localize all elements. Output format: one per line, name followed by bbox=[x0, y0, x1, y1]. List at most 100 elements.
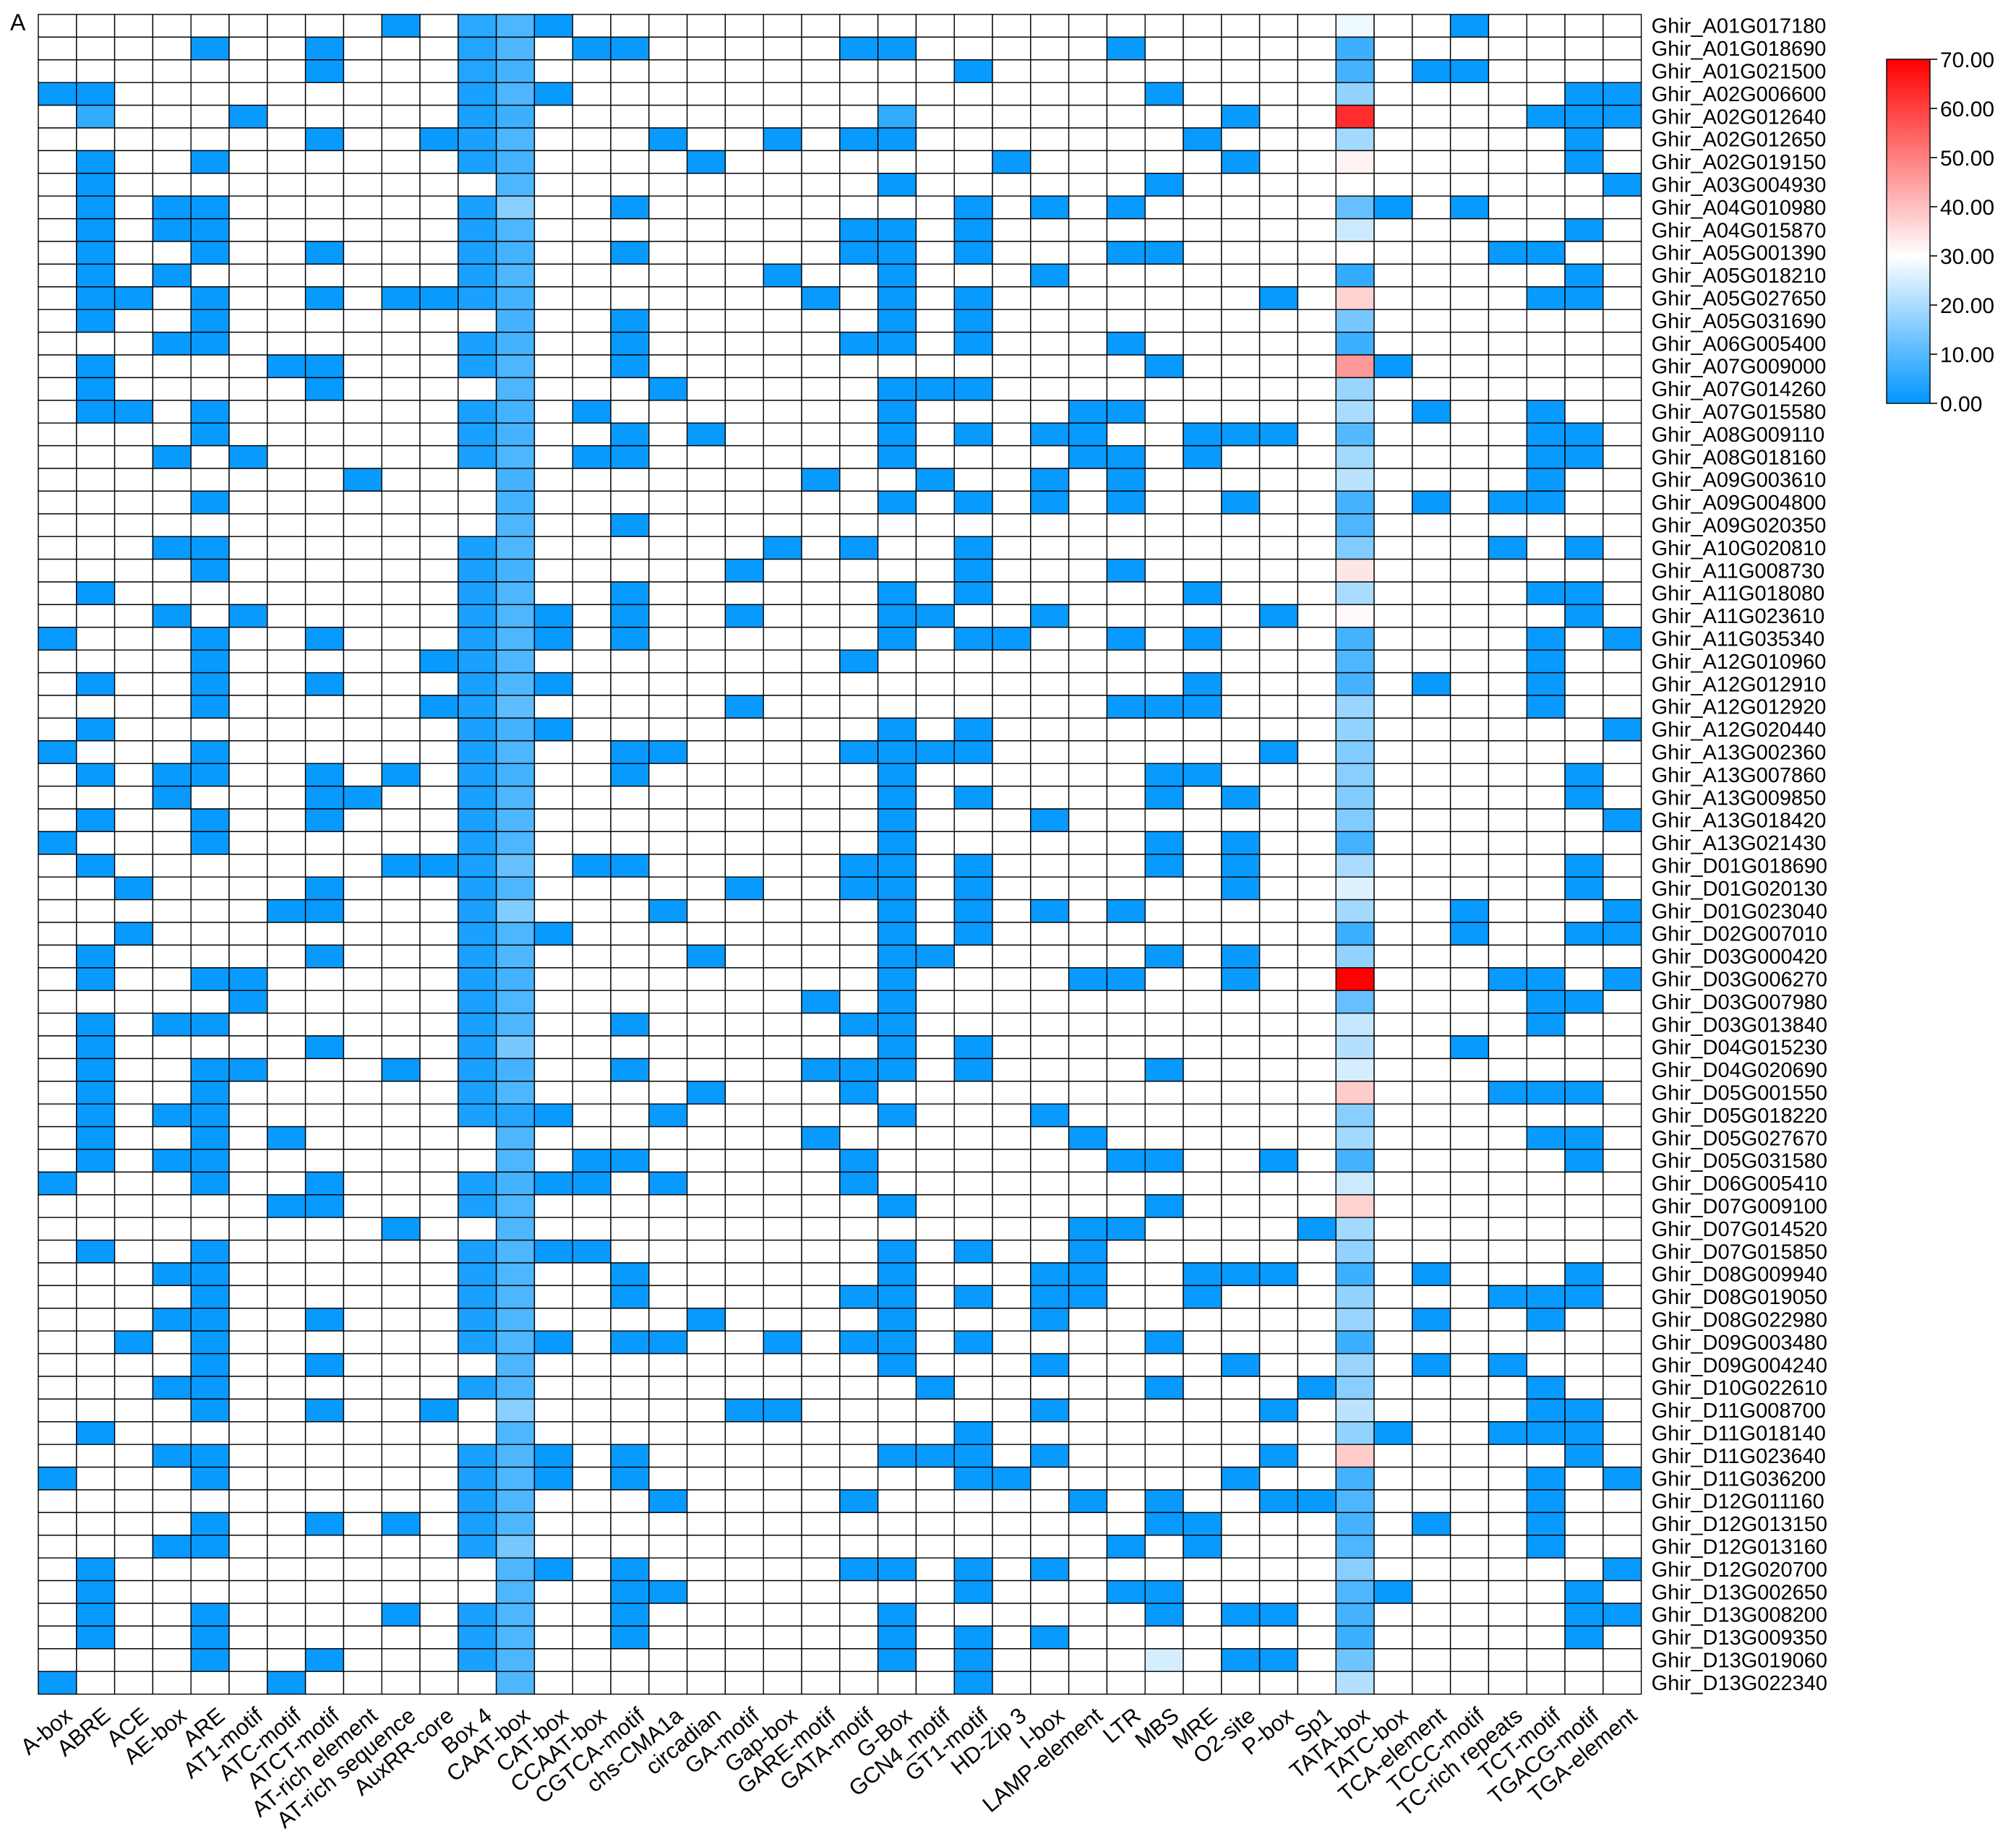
heatmap-cell bbox=[1526, 1081, 1566, 1105]
heatmap-cell bbox=[648, 173, 688, 197]
heatmap-cell bbox=[839, 1058, 879, 1082]
heatmap-cell bbox=[228, 1262, 268, 1287]
heatmap-cell bbox=[724, 309, 764, 333]
heatmap-cell bbox=[190, 1217, 230, 1241]
heatmap-cell bbox=[686, 490, 726, 515]
heatmap-cell bbox=[152, 1535, 192, 1559]
heatmap-cell bbox=[533, 218, 573, 242]
heatmap-cell bbox=[381, 218, 421, 242]
heatmap-cell bbox=[1449, 558, 1490, 583]
heatmap-cell bbox=[1564, 536, 1604, 560]
heatmap-cell bbox=[1106, 1353, 1146, 1377]
heatmap-cell bbox=[839, 400, 879, 424]
heatmap-cell bbox=[76, 286, 116, 310]
heatmap-cell bbox=[724, 649, 764, 674]
heatmap-cell bbox=[915, 331, 955, 356]
heatmap-cell bbox=[458, 1308, 497, 1332]
heatmap-cell bbox=[113, 1512, 154, 1536]
heatmap-cell bbox=[1068, 1421, 1108, 1445]
heatmap-cell bbox=[381, 1625, 421, 1650]
heatmap-cell bbox=[113, 286, 154, 310]
heatmap-cell bbox=[381, 14, 421, 38]
heatmap-cell bbox=[495, 1103, 536, 1128]
heatmap-cell bbox=[1221, 1149, 1261, 1173]
heatmap-cell bbox=[381, 1012, 421, 1037]
heatmap-cell bbox=[76, 1376, 116, 1400]
heatmap-cell bbox=[267, 1671, 306, 1695]
heatmap-cell bbox=[1068, 286, 1108, 310]
heatmap-cell bbox=[915, 150, 955, 174]
heatmap-cell bbox=[572, 309, 612, 333]
heatmap-cell bbox=[267, 1330, 306, 1355]
heatmap-cell bbox=[1068, 1648, 1108, 1672]
heatmap-cell bbox=[113, 1012, 154, 1037]
heatmap-cell bbox=[1258, 1285, 1299, 1309]
heatmap-cell bbox=[38, 1671, 77, 1695]
heatmap-cell bbox=[801, 195, 841, 220]
heatmap-cell bbox=[763, 1512, 802, 1536]
heatmap-cell bbox=[38, 581, 77, 606]
heatmap-cell bbox=[877, 1512, 917, 1536]
heatmap-cell bbox=[304, 1444, 345, 1468]
heatmap-cell bbox=[38, 1421, 77, 1445]
heatmap-cell bbox=[572, 967, 612, 991]
heatmap-cell bbox=[381, 740, 421, 764]
heatmap-cell bbox=[1488, 1330, 1527, 1355]
heatmap-cell bbox=[1030, 1603, 1070, 1627]
heatmap-cell bbox=[610, 1035, 650, 1060]
heatmap-cell bbox=[1373, 150, 1413, 174]
heatmap-cell bbox=[419, 150, 459, 174]
heatmap-cell bbox=[381, 1466, 421, 1491]
heatmap-cell bbox=[495, 377, 536, 401]
heatmap-cell bbox=[915, 490, 955, 515]
heatmap-cell bbox=[533, 1489, 573, 1514]
heatmap-cell bbox=[495, 785, 536, 810]
heatmap-cell bbox=[1258, 1648, 1299, 1672]
heatmap-cell bbox=[572, 1149, 612, 1173]
heatmap-cell bbox=[381, 331, 421, 356]
heatmap-cell bbox=[1373, 1625, 1413, 1650]
heatmap-cell bbox=[228, 1353, 268, 1377]
heatmap-cell bbox=[1068, 513, 1108, 537]
heatmap-cell bbox=[495, 854, 536, 878]
heatmap-cell bbox=[1412, 331, 1451, 356]
heatmap-cell bbox=[304, 967, 345, 991]
heatmap-cell bbox=[1068, 445, 1108, 469]
heatmap-cell bbox=[1603, 672, 1642, 696]
heatmap-cell bbox=[839, 1126, 879, 1150]
heatmap-cell bbox=[458, 695, 497, 719]
heatmap-cell bbox=[610, 1194, 650, 1218]
heatmap-cell bbox=[38, 604, 77, 628]
heatmap-cell bbox=[1258, 1035, 1299, 1060]
heatmap-cell bbox=[1488, 1579, 1527, 1604]
heatmap-cell bbox=[1603, 127, 1642, 152]
heatmap-cell bbox=[190, 581, 230, 606]
heatmap-cell bbox=[915, 922, 955, 946]
heatmap-cell bbox=[610, 1376, 650, 1400]
row-label: Ghir_D08G019050 bbox=[1652, 1286, 1827, 1309]
heatmap-cell bbox=[1373, 1262, 1413, 1287]
heatmap-cell bbox=[1221, 1126, 1261, 1150]
heatmap-cell bbox=[1030, 854, 1070, 878]
heatmap-cell bbox=[610, 1535, 650, 1559]
heatmap-cell bbox=[1449, 490, 1490, 515]
heatmap-cell bbox=[495, 1035, 536, 1060]
heatmap-cell bbox=[1412, 967, 1451, 991]
heatmap-cell bbox=[1603, 218, 1642, 242]
heatmap-cell bbox=[1297, 581, 1337, 606]
row-label: Ghir_A05G027650 bbox=[1652, 288, 1827, 311]
heatmap-cell bbox=[1603, 1625, 1642, 1650]
heatmap-cell bbox=[381, 854, 421, 878]
heatmap-cell bbox=[763, 1126, 802, 1150]
heatmap-cell bbox=[953, 14, 993, 38]
heatmap-cell bbox=[304, 1579, 345, 1604]
heatmap-cell bbox=[763, 1603, 802, 1627]
heatmap-cell bbox=[1030, 627, 1070, 651]
heatmap-cell bbox=[304, 1081, 345, 1105]
heatmap-cell bbox=[1221, 1535, 1261, 1559]
heatmap-cell bbox=[38, 1126, 77, 1150]
heatmap-cell bbox=[1144, 1603, 1184, 1627]
heatmap-cell bbox=[1106, 854, 1146, 878]
heatmap-cell bbox=[648, 1648, 688, 1672]
heatmap-cell bbox=[572, 536, 612, 560]
